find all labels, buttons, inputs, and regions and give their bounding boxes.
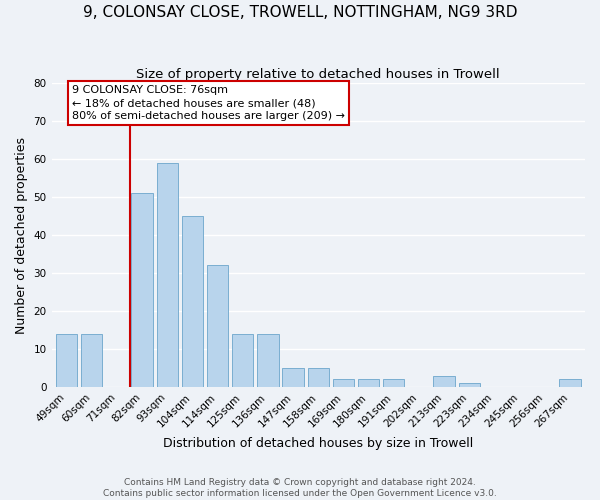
Bar <box>308 368 329 387</box>
Bar <box>358 380 379 387</box>
Title: Size of property relative to detached houses in Trowell: Size of property relative to detached ho… <box>136 68 500 80</box>
Bar <box>458 383 480 387</box>
Bar <box>56 334 77 387</box>
Bar <box>559 380 581 387</box>
X-axis label: Distribution of detached houses by size in Trowell: Distribution of detached houses by size … <box>163 437 473 450</box>
Bar <box>232 334 253 387</box>
Bar <box>383 380 404 387</box>
Bar <box>81 334 103 387</box>
Bar <box>157 163 178 387</box>
Text: 9 COLONSAY CLOSE: 76sqm
← 18% of detached houses are smaller (48)
80% of semi-de: 9 COLONSAY CLOSE: 76sqm ← 18% of detache… <box>72 85 345 122</box>
Bar <box>257 334 278 387</box>
Bar <box>207 266 229 387</box>
Bar <box>131 193 153 387</box>
Bar <box>182 216 203 387</box>
Text: 9, COLONSAY CLOSE, TROWELL, NOTTINGHAM, NG9 3RD: 9, COLONSAY CLOSE, TROWELL, NOTTINGHAM, … <box>83 5 517 20</box>
Bar <box>333 380 354 387</box>
Y-axis label: Number of detached properties: Number of detached properties <box>15 136 28 334</box>
Bar <box>283 368 304 387</box>
Text: Contains HM Land Registry data © Crown copyright and database right 2024.
Contai: Contains HM Land Registry data © Crown c… <box>103 478 497 498</box>
Bar <box>433 376 455 387</box>
